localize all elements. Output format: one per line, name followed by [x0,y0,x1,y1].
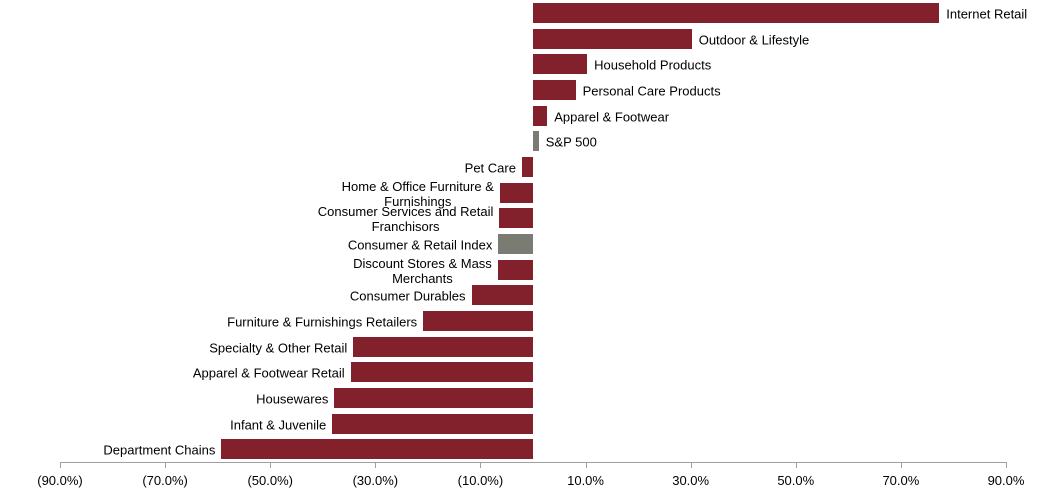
category-bar[interactable] [334,387,533,408]
category-bar[interactable] [499,208,533,229]
category-bar[interactable] [332,413,533,434]
x-axis-tick [585,462,587,468]
category-bar[interactable] [499,182,533,203]
category-label: Internet Retail [946,6,1028,22]
x-axis-tick [900,462,902,468]
x-axis-tick [375,462,377,468]
category-label: Consumer Durables [349,288,466,304]
category-bar[interactable] [423,310,533,331]
category-bar[interactable] [350,362,533,383]
x-axis-tick-label: 70.0% [882,473,920,488]
category-bar[interactable] [533,2,940,23]
x-axis-tick-label: (10.0%) [457,473,504,488]
benchmark-bar[interactable] [498,233,533,254]
category-bar[interactable] [497,259,533,280]
plot-area: Internet Retail Outdoor & Lifestyle Househ… [103,2,1028,460]
x-axis-tick [270,462,272,468]
x-axis-tick [165,462,167,468]
category-label: Household Products [594,57,712,73]
category-label: Personal Care Products [582,83,721,99]
x-axis-tick-label: 50.0% [777,473,815,488]
category-label: Consumer & Retail Index [347,237,493,253]
x-axis-tick-label: (90.0%) [37,473,83,488]
category-bar[interactable] [221,439,533,460]
x-axis-tick-label: (30.0%) [352,473,399,488]
category-label: Discount Stores & Mass Merchants [353,255,492,286]
x-axis-tick [60,462,61,468]
category-bar[interactable] [353,336,533,357]
x-axis-tick [795,462,797,468]
category-label: Apparel & Footwear [554,108,670,124]
category-label: Apparel & Footwear Retail [192,365,345,381]
x-axis-tick-label: 10.0% [567,473,604,488]
category-label: Home & Office Furniture & Furnishings [341,178,494,209]
category-label: Furniture & Furnishings Retailers [227,314,418,330]
category-label: Housewares [256,391,329,407]
x-axis-tick-label: 90.0% [987,473,1025,488]
x-axis-tick-label: (70.0%) [142,473,188,488]
category-label: Infant & Juvenile [230,416,327,432]
x-axis-tick-label: 30.0% [672,473,710,488]
category-bar[interactable] [471,285,533,306]
category-label: Department Chains [103,442,216,458]
category-label: Outdoor & Lifestyle [698,31,810,47]
x-axis-tick-label: (50.0%) [247,473,293,488]
category-label: S&P 500 [545,134,597,150]
category-label: Pet Care [464,160,516,176]
category-label: Specialty & Other Retail [209,339,348,355]
category-bar[interactable] [533,54,588,75]
x-axis-tick [480,462,482,468]
category-bar[interactable] [533,105,548,126]
category-bar[interactable] [533,28,692,49]
category-bar[interactable] [521,156,533,177]
x-axis-line [60,462,1007,463]
x-axis-tick [1006,462,1007,468]
category-label: Consumer Services and Retail Franchisors [317,204,494,235]
category-bar[interactable] [533,79,576,100]
benchmark-bar[interactable] [533,131,539,152]
x-axis-tick [690,462,692,468]
